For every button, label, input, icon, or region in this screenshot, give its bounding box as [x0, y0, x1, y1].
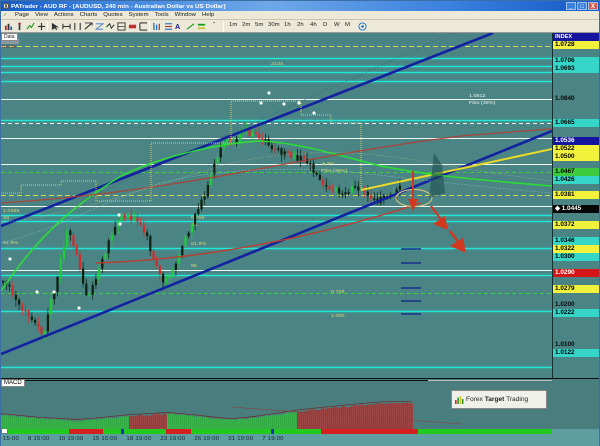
svg-text:A: A	[175, 22, 180, 31]
